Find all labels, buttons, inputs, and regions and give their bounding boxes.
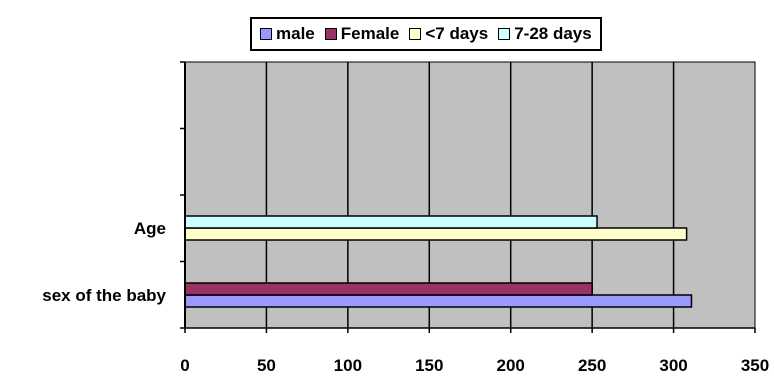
x-tick-label: 200 [497, 356, 525, 375]
bar-7-28-days [184, 215, 598, 229]
tick-labels: 0 50 100 150 200 250 300 350 [180, 356, 769, 375]
x-tick-label: 50 [257, 356, 276, 375]
legend-item-under-7-days: <7 days [409, 24, 488, 44]
legend-label-female: Female [340, 24, 400, 43]
legend-item-7-28-days: 7-28 days [498, 24, 592, 44]
legend-label-under-7-days: <7 days [425, 24, 489, 43]
category-label: Age [134, 219, 166, 238]
bar--7-days [184, 227, 688, 241]
x-tick-label: 100 [334, 356, 362, 375]
legend-swatch-7-28-days [498, 28, 511, 40]
legend-label-male: male [276, 24, 315, 43]
legend-label-7-28-days: 7-28 days [514, 24, 592, 43]
legend-swatch-male [260, 28, 272, 40]
bar-male [184, 294, 693, 308]
x-tick-label: 300 [659, 356, 687, 375]
category-labels: sex of the baby Age [42, 219, 166, 305]
axes [180, 61, 756, 333]
x-tick-label: 250 [578, 356, 606, 375]
legend-item-female: Female [324, 24, 400, 44]
bars [184, 215, 693, 308]
x-tick-label: 150 [415, 356, 443, 375]
x-tick-label: 350 [741, 356, 769, 375]
category-label: sex of the baby [42, 286, 166, 305]
x-tick-label: 0 [180, 356, 189, 375]
legend: male Female <7 days 7-28 days [250, 17, 602, 51]
legend-item-male: male [260, 24, 315, 44]
legend-swatch-under-7-days [409, 28, 422, 40]
legend-swatch-female [324, 28, 337, 40]
bar-female [184, 282, 593, 296]
